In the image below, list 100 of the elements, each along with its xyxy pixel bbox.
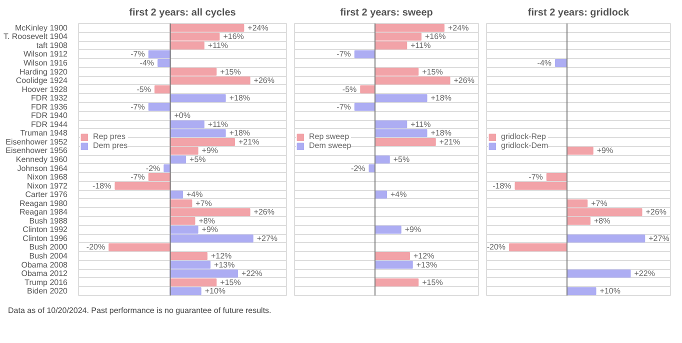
legend-label: gridlock-Rep <box>501 132 546 141</box>
data-label: +4% <box>390 190 407 200</box>
data-label: +26% <box>454 76 474 86</box>
data-label: -2% <box>351 164 366 173</box>
data-label: +24% <box>248 23 268 32</box>
data-label: +13% <box>214 260 235 270</box>
data-label: +18% <box>430 128 452 138</box>
data-label: +12% <box>414 252 434 261</box>
y-tick-label: Eisenhower 1952 <box>6 137 68 146</box>
y-tick-label: Clinton 1992 <box>22 225 68 234</box>
data-label: -7% <box>130 172 145 182</box>
legend-label: Rep pres <box>93 132 126 141</box>
y-tick-label: Wilson 1916 <box>23 58 68 68</box>
data-label: -5% <box>136 84 151 94</box>
data-label: +16% <box>425 32 446 42</box>
data-label: -7% <box>528 172 543 182</box>
data-label: +26% <box>646 208 666 217</box>
data-label: -7% <box>130 102 145 112</box>
y-tick-label: Eisenhower 1956 <box>6 146 68 156</box>
legend-label: Rep sweep <box>309 132 350 141</box>
data-label: +15% <box>422 278 443 287</box>
y-tick-label: Bush 1988 <box>29 216 68 226</box>
data-label: +21% <box>439 137 460 146</box>
data-label: +9% <box>404 225 422 234</box>
data-label: -7% <box>336 50 351 59</box>
y-tick-label: FDR 1932 <box>31 94 68 103</box>
data-label: -4% <box>140 58 154 68</box>
data-label: -7% <box>130 50 145 59</box>
data-label: +13% <box>416 260 438 270</box>
data-label: -20% <box>486 242 506 252</box>
data-label: +10% <box>600 286 620 296</box>
data-label: +15% <box>220 67 241 76</box>
data-label: +18% <box>229 128 250 138</box>
y-tick-label: Hoover 1928 <box>22 84 68 94</box>
data-label: +27% <box>648 234 670 243</box>
text: Data as of 10/20/2024. Past performance is no guarantee of future results. <box>8 305 272 316</box>
y-tick-label: Obama 2008 <box>21 260 68 270</box>
y-tick-label: Trump 2016 <box>24 278 68 287</box>
data-label: +9% <box>202 225 218 234</box>
data-label: +22% <box>634 269 655 278</box>
data-label: +16% <box>223 32 244 42</box>
data-label: -4% <box>537 58 552 68</box>
chart-title: first 2 years: all cycles <box>129 8 236 18</box>
data-label: +5% <box>393 155 410 164</box>
data-label: +9% <box>596 146 614 156</box>
y-tick-label: FDR 1936 <box>31 102 68 112</box>
chart-title: first 2 years: sweep <box>340 8 433 18</box>
y-tick-label: Carter 1976 <box>25 190 68 200</box>
data-label: +0% <box>174 111 190 120</box>
y-tick-label: Biden 2020 <box>27 286 68 296</box>
data-label: +18% <box>229 94 250 103</box>
y-tick-label: Nixon 1972 <box>27 181 68 190</box>
y-tick-label: T. Roosevelt 1904 <box>3 32 68 42</box>
y-tick-label: McKinley 1900 <box>15 23 68 32</box>
data-label: +11% <box>208 120 228 129</box>
y-tick-label: Truman 1948 <box>20 128 68 138</box>
data-label: +9% <box>202 146 218 156</box>
y-tick-label: Bush 2004 <box>29 252 68 261</box>
y-tick-label: Clinton 1996 <box>22 234 68 243</box>
y-tick-label: Harding 1920 <box>19 67 68 76</box>
data-label: +18% <box>430 94 452 103</box>
y-tick-label: FDR 1944 <box>31 120 68 129</box>
y-tick-label: Wilson 1912 <box>23 50 68 59</box>
data-label: +5% <box>190 155 206 164</box>
data-label: +11% <box>208 40 228 50</box>
y-tick-label: Reagan 1980 <box>19 198 68 208</box>
y-tick-label: Bush 2000 <box>29 242 68 252</box>
data-label: -20% <box>86 242 106 252</box>
data-label: +10% <box>204 286 226 296</box>
data-label: +11% <box>410 120 431 129</box>
y-tick-label: FDR 1940 <box>31 111 68 120</box>
data-label: +21% <box>238 137 260 146</box>
data-label: +8% <box>198 216 215 226</box>
data-label: +12% <box>210 252 232 261</box>
data-label: +15% <box>422 67 443 76</box>
legend-label: Dem pres <box>93 141 128 150</box>
data-label: -7% <box>336 102 351 112</box>
data-label: -2% <box>146 164 160 173</box>
data-label: +27% <box>256 234 278 243</box>
legend-label: gridlock-Dem <box>501 141 548 150</box>
y-tick-label: Reagan 1984 <box>19 208 68 217</box>
data-label: +4% <box>186 190 203 200</box>
data-label: +22% <box>242 269 262 278</box>
data-label: +24% <box>448 23 469 32</box>
y-tick-label: Coolidge 1924 <box>16 76 68 86</box>
y-tick-label: Kennedy 1960 <box>16 155 68 164</box>
legend-label: Dem sweep <box>309 141 352 150</box>
data-label: +26% <box>254 208 274 217</box>
data-label: +11% <box>410 40 431 50</box>
data-label: -5% <box>342 84 357 94</box>
y-tick-label: Obama 2012 <box>21 269 68 278</box>
data-label: +7% <box>196 198 212 208</box>
data-label: -18% <box>92 181 112 190</box>
data-label: +26% <box>254 76 274 86</box>
data-label: +7% <box>591 198 608 208</box>
y-tick-label: Johnson 1964 <box>17 164 68 173</box>
y-tick-label: taft 1908 <box>36 40 68 50</box>
y-tick-label: Nixon 1968 <box>27 172 68 182</box>
data-label: -18% <box>492 181 512 190</box>
data-label: +8% <box>594 216 610 226</box>
